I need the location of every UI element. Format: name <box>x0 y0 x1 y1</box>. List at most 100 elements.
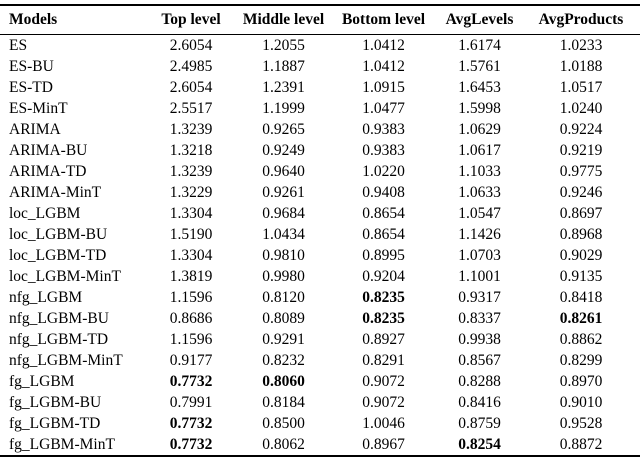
table-row: fg_LGBM-MinT 0.7732 0.8062 0.8967 0.8254 0.88… <box>0 434 640 456</box>
table-row: fg_LGBM 0.7732 0.8060 0.9072 0.8288 0.8970 <box>0 371 640 392</box>
table-header-row: Models Top level Middle level Bottom lev… <box>0 5 640 35</box>
value-cell: 0.8299 <box>559 352 603 369</box>
value-cell: 1.0617 <box>458 142 501 159</box>
value-cell: 1.3819 <box>169 268 213 285</box>
value-cell: 0.9135 <box>559 268 603 285</box>
model-name-cell: ES-BU <box>9 58 54 75</box>
table-row: fg_LGBM-TD 0.7732 0.8500 1.0046 0.8759 0.9528 <box>0 413 640 434</box>
table-row: ES 2.6054 1.2055 1.0412 1.6174 1.0233 <box>0 35 640 57</box>
table-row: ARIMA-MinT 1.3229 0.9261 0.9408 1.0633 0.9246 <box>0 182 640 203</box>
value-cell: 0.9408 <box>362 184 405 201</box>
table-row: ES-BU 2.4985 1.1887 1.0412 1.5761 1.0188 <box>0 56 640 77</box>
value-cell: 0.8995 <box>362 247 405 264</box>
value-cell: 1.0220 <box>362 163 405 180</box>
model-name-cell: ARIMA <box>9 121 61 138</box>
value-cell: 0.9810 <box>262 247 305 264</box>
value-cell: 0.9246 <box>559 184 603 201</box>
value-cell: 0.8062 <box>262 436 305 453</box>
model-name-cell: ES-TD <box>9 79 53 96</box>
value-cell: 0.9291 <box>262 331 305 348</box>
table-row: nfg_LGBM-TD 1.1596 0.9291 0.8927 0.9938 0.886… <box>0 329 640 350</box>
value-cell: 1.3229 <box>169 184 213 201</box>
value-cell: 1.1887 <box>262 58 305 75</box>
value-cell: 0.8416 <box>458 394 501 411</box>
value-cell: 0.9317 <box>458 289 501 306</box>
value-cell: 0.8927 <box>362 331 405 348</box>
value-cell: 0.7991 <box>169 394 213 411</box>
value-cell: 0.8232 <box>262 352 305 369</box>
table-row: ES-MinT 2.5517 1.1999 1.0477 1.5998 1.0240 <box>0 98 640 119</box>
value-cell: 2.5517 <box>169 100 213 117</box>
value-cell: 0.9219 <box>559 142 603 159</box>
model-name-cell: nfg_LGBM-MinT <box>9 352 123 369</box>
value-cell: 0.8089 <box>262 310 305 327</box>
value-cell: 0.8970 <box>559 373 603 390</box>
value-cell: 1.0434 <box>262 226 305 243</box>
value-cell: 1.0477 <box>362 100 405 117</box>
model-name-cell: nfg_LGBM-BU <box>9 310 109 327</box>
value-cell: 1.1033 <box>458 163 501 180</box>
value-cell: 1.3304 <box>169 205 213 222</box>
value-cell: 1.1999 <box>262 100 305 117</box>
value-cell: 1.2055 <box>262 37 305 54</box>
table-row: ARIMA-TD 1.3239 0.9640 1.0220 1.1033 0.9775 <box>0 161 640 182</box>
value-cell: 1.0412 <box>362 58 405 75</box>
value-cell: 0.9010 <box>559 394 603 411</box>
value-cell: 0.7732 <box>169 373 213 390</box>
value-cell: 0.9177 <box>169 352 213 369</box>
value-cell: 0.8862 <box>559 331 603 348</box>
value-cell: 0.9029 <box>559 247 603 264</box>
value-cell: 1.5761 <box>458 58 501 75</box>
model-name-cell: fg_LGBM-MinT <box>9 436 115 453</box>
value-cell: 0.9072 <box>362 373 405 390</box>
model-name-cell: ES-MinT <box>9 100 68 117</box>
table-row: ES-TD 2.6054 1.2391 1.0915 1.6453 1.0517 <box>0 77 640 98</box>
value-cell: 0.9383 <box>362 121 405 138</box>
value-cell: 1.1426 <box>458 226 501 243</box>
model-name-cell: loc_LGBM-BU <box>9 226 108 243</box>
model-name-cell: nfg_LGBM <box>9 289 83 306</box>
model-name-cell: loc_LGBM-TD <box>9 247 107 264</box>
table-row: nfg_LGBM-BU 0.8686 0.8089 0.8235 0.8337 0.826… <box>0 308 640 329</box>
value-cell: 0.9938 <box>458 331 501 348</box>
value-cell: 1.0233 <box>559 37 603 54</box>
value-cell: 0.8288 <box>458 373 501 390</box>
model-name-cell: fg_LGBM-BU <box>9 394 102 411</box>
value-cell: 0.8261 <box>559 310 603 327</box>
value-cell: 1.0046 <box>362 415 405 432</box>
value-cell: 0.8567 <box>458 352 501 369</box>
value-cell: 0.8654 <box>362 205 405 222</box>
value-cell: 0.8697 <box>559 205 603 222</box>
table-row: nfg_LGBM-MinT 0.9177 0.8232 0.8291 0.8567 0.8… <box>0 350 640 371</box>
table-body: ES 2.6054 1.2055 1.0412 1.6174 1.0233 ES-BU 2.4… <box>0 35 640 457</box>
model-name-cell: ES <box>9 37 28 54</box>
value-cell: 1.5998 <box>458 100 501 117</box>
model-name-cell: fg_LGBM-TD <box>9 415 101 432</box>
value-cell: 1.0517 <box>559 79 603 96</box>
model-name-cell: loc_LGBM-MinT <box>9 268 121 285</box>
value-cell: 1.0703 <box>458 247 501 264</box>
column-header-avgproducts: AvgProducts <box>522 5 640 35</box>
value-cell: 2.6054 <box>169 37 213 54</box>
table-row: loc_LGBM 1.3304 0.9684 0.8654 1.0547 0.8697 <box>0 203 640 224</box>
value-cell: 1.5190 <box>169 226 213 243</box>
value-cell: 0.8686 <box>169 310 213 327</box>
value-cell: 0.9224 <box>559 121 603 138</box>
value-cell: 0.9072 <box>362 394 405 411</box>
table-row: loc_LGBM-MinT 1.3819 0.9980 0.9204 1.1001 0.9… <box>0 266 640 287</box>
value-cell: 0.8235 <box>362 310 405 327</box>
value-cell: 1.0629 <box>458 121 501 138</box>
value-cell: 1.1596 <box>169 331 213 348</box>
value-cell: 0.9980 <box>262 268 305 285</box>
model-name-cell: ARIMA-BU <box>9 142 88 159</box>
column-header-avglevels: AvgLevels <box>437 5 522 35</box>
value-cell: 1.3304 <box>169 247 213 264</box>
value-cell: 0.8291 <box>362 352 405 369</box>
value-cell: 0.7732 <box>169 415 213 432</box>
value-cell: 1.0633 <box>458 184 501 201</box>
value-cell: 1.0240 <box>559 100 603 117</box>
table-row: ARIMA 1.3239 0.9265 0.9383 1.0629 0.9224 <box>0 119 640 140</box>
model-name-cell: nfg_LGBM-TD <box>9 331 109 348</box>
value-cell: 0.9265 <box>262 121 305 138</box>
value-cell: 0.9383 <box>362 142 405 159</box>
